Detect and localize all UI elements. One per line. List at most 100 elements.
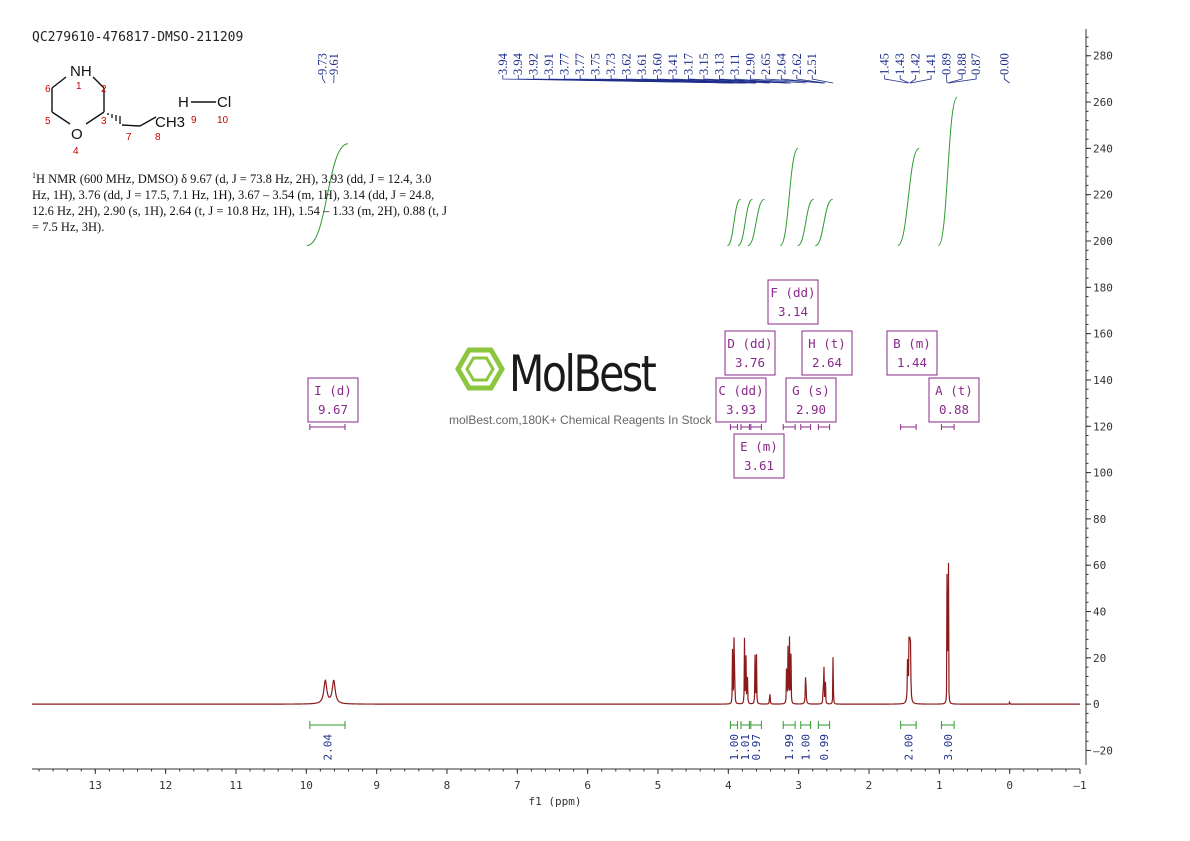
atom-number-3: 3 bbox=[101, 116, 107, 127]
hashed-wedge-bond bbox=[107, 113, 121, 124]
multiplet-range-bars bbox=[309, 424, 955, 430]
nmr-description: 1H NMR (600 MHz, DMSO) δ 9.67 (d, J = 73… bbox=[32, 168, 452, 235]
atom-number-9: 9 bbox=[191, 115, 197, 126]
x-tick-label: 4 bbox=[725, 779, 732, 792]
peak-label: 9.73 bbox=[316, 53, 330, 75]
multiplet-letter: B (m) bbox=[893, 336, 931, 351]
x-tick-label: 7 bbox=[514, 779, 521, 792]
nmr-description-text: H NMR (600 MHz, DMSO) δ 9.67 (d, J = 73.… bbox=[32, 172, 447, 235]
peak-label: 2.64 bbox=[774, 52, 788, 75]
peak-label: 3.92 bbox=[527, 53, 541, 75]
integral-curve bbox=[897, 147, 920, 247]
integral-value: 1.01 bbox=[739, 734, 752, 761]
x-axis: 13 12 11 10 9 8 7 6 5 4 3 2 1 0 –1 bbox=[32, 768, 1087, 792]
molecule-structure: NH O CH3 H Cl 1 2 3 4 5 6 7 8 9 10 bbox=[45, 63, 231, 157]
multiplet-letter: E (m) bbox=[740, 439, 778, 454]
spectrum-trace bbox=[32, 562, 1080, 705]
sample-id: QC279610-476817-DMSO-211209 bbox=[32, 30, 244, 45]
watermark-url: molBest.com,180K+ Chemical Reagents In S… bbox=[449, 413, 712, 427]
y-tick-label: 80 bbox=[1093, 513, 1106, 526]
peak-label-leaders bbox=[322, 75, 1010, 84]
peak-label: 2.90 bbox=[743, 53, 757, 75]
multiplet-shift: 3.61 bbox=[744, 458, 774, 473]
integral-value: 1.00 bbox=[800, 734, 813, 761]
multiplet-box bbox=[724, 330, 776, 376]
multiplet-letter: A (t) bbox=[935, 383, 973, 398]
y-tick-label: 200 bbox=[1093, 235, 1113, 248]
y-tick-label: 180 bbox=[1093, 281, 1113, 294]
peak-label: 1.43 bbox=[893, 53, 907, 75]
nucleus-superscript: 1 bbox=[32, 171, 36, 180]
integral-curves bbox=[306, 96, 958, 247]
peak-label: 3.94 bbox=[496, 52, 510, 75]
multiplet-shift: 2.90 bbox=[796, 402, 826, 417]
peak-label: 3.17 bbox=[681, 53, 695, 75]
multiplet-letter: G (s) bbox=[792, 383, 830, 398]
multiplet-box bbox=[715, 377, 767, 423]
peak-label: 0.00 bbox=[997, 53, 1011, 75]
integral-curve bbox=[779, 147, 799, 247]
y-tick-label: –20 bbox=[1093, 744, 1113, 757]
atom-number-2: 2 bbox=[101, 84, 107, 95]
y-tick-label: 260 bbox=[1093, 96, 1113, 109]
peak-label: 1.41 bbox=[924, 53, 938, 75]
y-tick-label: 280 bbox=[1093, 50, 1113, 63]
atom-number-8: 8 bbox=[155, 132, 161, 143]
multiplet-box bbox=[928, 377, 980, 423]
multiplet-box bbox=[767, 279, 819, 325]
ring-bonds bbox=[51, 76, 216, 125]
y-tick-label: 220 bbox=[1093, 189, 1113, 202]
peak-label: 3.15 bbox=[697, 53, 711, 75]
atom-nh: NH bbox=[70, 63, 92, 80]
molbest-logo-icon bbox=[455, 347, 505, 391]
multiplet-shift: 9.67 bbox=[318, 402, 348, 417]
multiplet-letter: I (d) bbox=[314, 383, 352, 398]
peak-label-leader bbox=[749, 75, 806, 84]
integral-curve bbox=[937, 96, 958, 247]
peak-label-leader bbox=[948, 75, 977, 84]
x-tick-label: 12 bbox=[159, 779, 172, 792]
peak-label: 3.91 bbox=[542, 53, 556, 75]
x-tick-label: 2 bbox=[866, 779, 873, 792]
multiplet-shift: 1.44 bbox=[897, 355, 927, 370]
atom-o: O bbox=[71, 126, 83, 143]
peak-label-leader bbox=[811, 75, 834, 84]
integral-value: 0.97 bbox=[750, 734, 763, 761]
x-axis-title: f1 (ppm) bbox=[529, 795, 582, 808]
atom-ch3: CH3 bbox=[155, 114, 185, 131]
x-tick-label: 9 bbox=[373, 779, 380, 792]
y-axis: –20 0 20 40 60 80 100 120 140 160 180 200 220 240 260 2… bbox=[1085, 29, 1113, 765]
atom-cl: Cl bbox=[217, 94, 231, 111]
peak-label: 3.13 bbox=[712, 53, 726, 75]
peak-label-leader bbox=[734, 75, 791, 84]
integral-value: 2.04 bbox=[321, 734, 334, 761]
peak-label: 3.62 bbox=[620, 53, 634, 75]
y-tick-label: 20 bbox=[1093, 652, 1106, 665]
x-tick-label: 3 bbox=[795, 779, 802, 792]
x-tick-label: 13 bbox=[89, 779, 102, 792]
multiplet-letter: D (dd) bbox=[727, 336, 772, 351]
integral-value: 1.00 bbox=[728, 734, 741, 761]
atom-number-6: 6 bbox=[45, 84, 51, 95]
peak-label-leader bbox=[884, 75, 908, 84]
peak-label-leader bbox=[899, 75, 910, 84]
x-tick-label: –1 bbox=[1073, 779, 1086, 792]
y-tick-label: 100 bbox=[1093, 467, 1113, 480]
y-tick-label: 240 bbox=[1093, 142, 1113, 155]
integral-value: 2.00 bbox=[902, 734, 915, 761]
atom-number-4: 4 bbox=[73, 146, 79, 157]
peak-label: 3.77 bbox=[573, 53, 587, 75]
multiplet-box bbox=[785, 377, 837, 423]
peak-label-leader bbox=[947, 75, 963, 84]
peak-label: 3.60 bbox=[651, 53, 665, 75]
x-tick-label: 0 bbox=[1006, 779, 1013, 792]
integral-curve bbox=[747, 198, 765, 247]
multiplet-letter: C (dd) bbox=[718, 383, 763, 398]
atom-number-7: 7 bbox=[126, 132, 132, 143]
peak-label-leader bbox=[796, 75, 826, 84]
integral-curve bbox=[737, 198, 753, 247]
spectrum bbox=[32, 562, 1080, 705]
atom-number-1: 1 bbox=[76, 81, 82, 92]
x-tick-label: 1 bbox=[936, 779, 943, 792]
